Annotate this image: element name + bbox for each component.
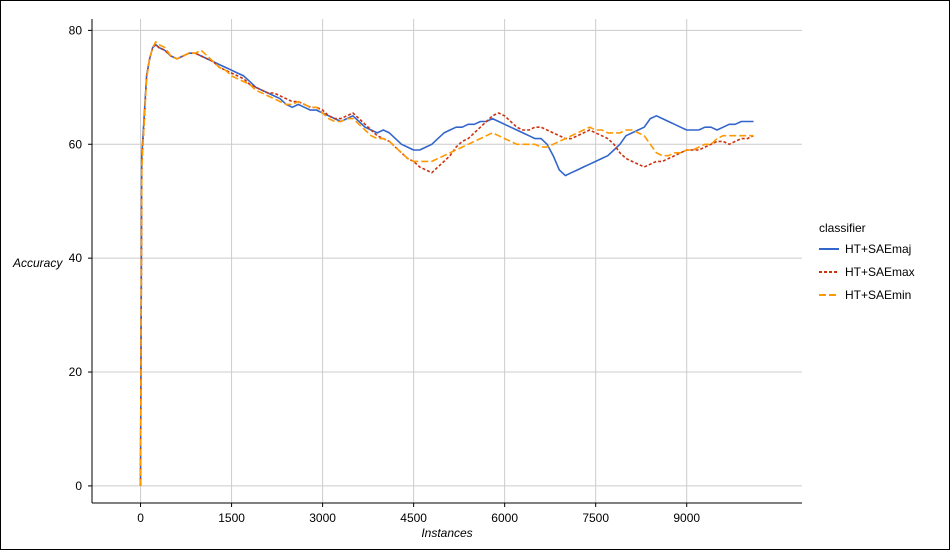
series-lines [139, 40, 754, 486]
series-line-ht-saemin [139, 40, 754, 486]
x-tick-labels: 0 1500 3000 4500 6000 7500 9000 [137, 503, 700, 525]
legend-title: classifier [819, 221, 866, 235]
legend: classifier HT+SAEmaj HT+SAEmax HT+SAEmin [819, 221, 915, 302]
y-tick-label-60: 60 [69, 137, 83, 151]
x-axis-title: Instances [421, 526, 472, 540]
y-tick-label-80: 80 [69, 23, 83, 37]
grid [92, 19, 802, 503]
x-tick-label-1500: 1500 [218, 511, 245, 525]
y-tick-label-20: 20 [69, 365, 83, 379]
series-line-ht-saemax [139, 43, 754, 486]
legend-label-3: HT+SAEmin [845, 288, 911, 302]
legend-label-2: HT+SAEmax [845, 265, 915, 279]
y-tick-label-40: 40 [69, 251, 83, 265]
x-tick-label-4500: 4500 [400, 511, 427, 525]
series-line-ht-saemaj [139, 43, 754, 486]
y-tick-labels: 0 20 40 60 80 [69, 23, 92, 493]
x-tick-label-9000: 9000 [673, 511, 700, 525]
legend-label-1: HT+SAEmaj [845, 242, 911, 256]
axes [91, 19, 802, 504]
y-axis-title: Accuracy [12, 256, 63, 270]
x-tick-label-6000: 6000 [491, 511, 518, 525]
x-tick-label-7500: 7500 [582, 511, 609, 525]
legend-items: HT+SAEmaj HT+SAEmax HT+SAEmin [819, 242, 915, 302]
x-tick-label-3000: 3000 [309, 511, 336, 525]
x-tick-label-0: 0 [137, 511, 144, 525]
y-tick-label-0: 0 [75, 479, 82, 493]
